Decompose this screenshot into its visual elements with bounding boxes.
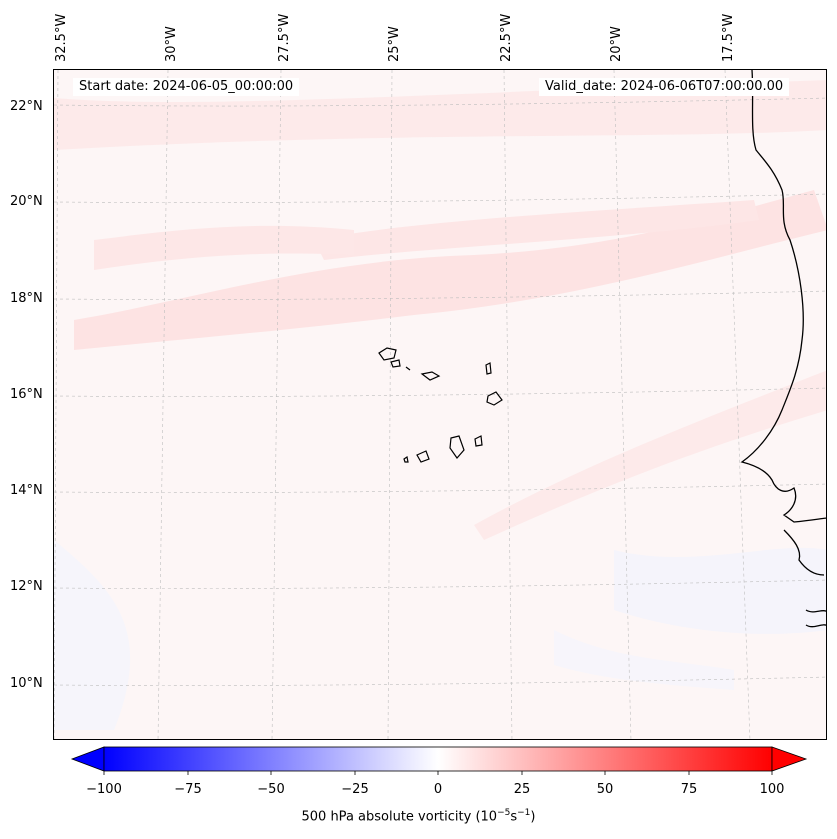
vorticity-shading — [54, 80, 826, 730]
colorbar-tick-label: 100 — [759, 782, 785, 797]
colorbar-label: 500 hPa absolute vorticity (10−5s−1) — [0, 808, 837, 824]
colorbar-ticks — [103, 771, 773, 775]
lon-label-27-5w: 27.5°W — [277, 13, 292, 62]
colorbar-tick-label: 75 — [680, 782, 698, 797]
colorbar-extend-low — [70, 746, 105, 772]
lon-label-30w: 30°W — [164, 26, 179, 62]
colorbar-label-main: 500 hPa absolute vorticity (10 — [301, 809, 498, 825]
cape-verde-islands — [378, 347, 503, 463]
lon-label-25w: 25°W — [387, 26, 402, 62]
graticule — [54, 70, 826, 739]
lat-label-22n: 22°N — [10, 99, 43, 114]
lat-label-10n: 10°N — [10, 676, 43, 691]
colorbar-label-exponent-1: −5 — [497, 808, 511, 818]
colorbar-tick-label: −75 — [174, 782, 202, 797]
vorticity-map — [54, 70, 826, 739]
lon-label-32-5w: 32.5°W — [54, 13, 69, 62]
colorbar-tick-label: −25 — [341, 782, 369, 797]
valid-date-label: Valid_date: 2024-06-06T07:00:00.00 — [539, 78, 790, 96]
colorbar-tick-label: 25 — [513, 782, 531, 797]
lat-label-14n: 14°N — [10, 483, 43, 498]
lat-label-16n: 16°N — [10, 387, 43, 402]
colorbar-label-unit: s — [510, 809, 518, 825]
colorbar-tick-label: −100 — [86, 782, 122, 797]
lon-label-22-5w: 22.5°W — [499, 13, 514, 62]
colorbar-extend-high — [771, 746, 808, 772]
colorbar-tick-label: −50 — [257, 782, 285, 797]
colorbar-label-exponent-2: −1 — [517, 808, 531, 818]
colorbar-body — [103, 746, 773, 772]
lat-label-20n: 20°N — [10, 194, 43, 209]
lat-label-18n: 18°N — [10, 291, 43, 306]
colorbar-label-end: ) — [530, 809, 536, 825]
lat-label-12n: 12°N — [10, 579, 43, 594]
start-date-label: Start date: 2024-06-05_00:00:00 — [73, 78, 300, 96]
colorbar-tick-label: 50 — [596, 782, 614, 797]
lon-label-20w: 20°W — [609, 26, 624, 62]
colorbar-tick-label: 0 — [433, 782, 443, 797]
coastline — [740, 70, 826, 628]
lon-label-17-5w: 17.5°W — [721, 13, 736, 62]
map-panel — [53, 69, 827, 740]
